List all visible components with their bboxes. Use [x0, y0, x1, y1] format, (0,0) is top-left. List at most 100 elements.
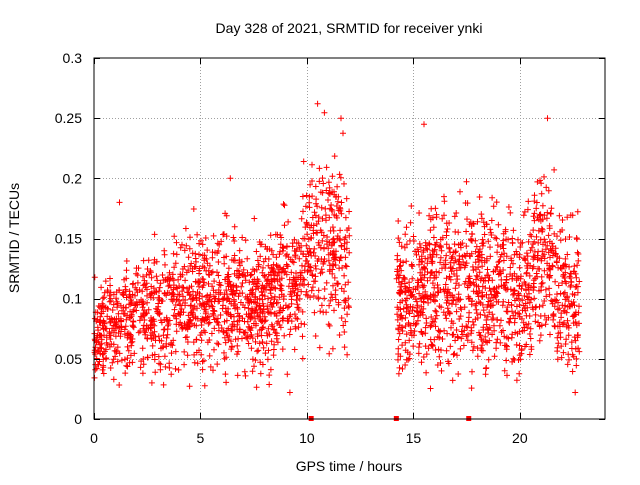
data-point [336, 332, 343, 338]
data-point [209, 303, 216, 310]
data-point [276, 264, 283, 271]
data-point [132, 301, 139, 308]
data-point [562, 236, 569, 243]
data-point [257, 370, 264, 377]
data-point [323, 279, 330, 286]
data-point [346, 208, 353, 215]
data-point [115, 323, 122, 330]
data-point [341, 236, 348, 243]
data-point [556, 319, 563, 326]
data-point [503, 346, 510, 353]
data-point [132, 284, 139, 291]
data-point [135, 329, 142, 336]
data-point [342, 281, 349, 288]
data-point [201, 257, 208, 264]
data-point [522, 343, 528, 350]
data-point [321, 245, 327, 252]
data-point [283, 243, 290, 250]
data-point [138, 358, 145, 365]
data-point [313, 221, 320, 227]
data-point [455, 334, 461, 341]
data-point [221, 349, 227, 356]
data-point [133, 265, 140, 272]
data-point [478, 251, 485, 258]
data-point [152, 288, 159, 295]
data-point [446, 220, 453, 226]
data-point [152, 369, 159, 376]
data-point [192, 255, 199, 262]
data-point [239, 280, 246, 286]
data-point [415, 350, 422, 357]
data-point [527, 335, 534, 342]
data-point [278, 282, 285, 289]
data-point [547, 266, 554, 273]
data-point [121, 276, 128, 283]
data-point [215, 322, 222, 328]
data-point [477, 311, 484, 318]
data-point [333, 212, 340, 219]
data-point [284, 371, 291, 378]
data-point [416, 210, 423, 216]
data-point [238, 283, 245, 290]
data-point [235, 268, 242, 275]
data-point [342, 262, 349, 269]
data-point [469, 298, 475, 304]
data-point [191, 263, 198, 270]
data-point [333, 254, 339, 261]
data-point [214, 340, 221, 347]
y-tick-label: 0 [74, 411, 82, 427]
data-point [265, 325, 272, 332]
data-point [185, 254, 192, 261]
data-point [411, 328, 418, 335]
data-point [170, 250, 177, 257]
data-point [343, 245, 350, 252]
data-point [549, 300, 556, 307]
x-tick-label: 20 [512, 430, 528, 446]
data-point [277, 304, 284, 311]
data-point [247, 272, 254, 279]
data-point [310, 230, 317, 237]
data-point [546, 274, 553, 281]
data-point [552, 245, 559, 252]
data-point [509, 308, 515, 315]
data-point [510, 227, 517, 234]
data-point [312, 262, 319, 269]
data-point [174, 285, 181, 292]
data-point [217, 312, 224, 318]
data-point [576, 278, 583, 285]
data-point [216, 279, 223, 286]
data-point [525, 238, 532, 245]
data-point [341, 180, 347, 187]
data-point [155, 353, 162, 360]
data-point [503, 253, 510, 260]
data-point [265, 276, 271, 283]
data-point [274, 299, 281, 306]
data-point [190, 288, 196, 295]
data-point [330, 227, 337, 234]
data-point [470, 321, 477, 328]
data-point [181, 361, 188, 368]
data-point [504, 372, 510, 379]
data-point [317, 227, 324, 234]
data-point [474, 345, 481, 352]
data-point [107, 336, 114, 343]
data-point [458, 306, 465, 313]
data-point [144, 266, 151, 272]
data-point [573, 322, 580, 329]
data-point [479, 242, 486, 249]
data-point [248, 314, 255, 321]
data-point [452, 248, 459, 255]
data-point [574, 283, 581, 290]
data-point [333, 248, 339, 255]
data-point [335, 299, 342, 306]
data-point [565, 332, 572, 339]
data-point [248, 310, 255, 317]
data-point [323, 238, 330, 245]
data-point [151, 356, 158, 363]
data-point [258, 326, 265, 333]
data-point [478, 211, 485, 218]
data-point [539, 226, 546, 233]
data-point [432, 323, 439, 330]
data-point [268, 272, 275, 279]
